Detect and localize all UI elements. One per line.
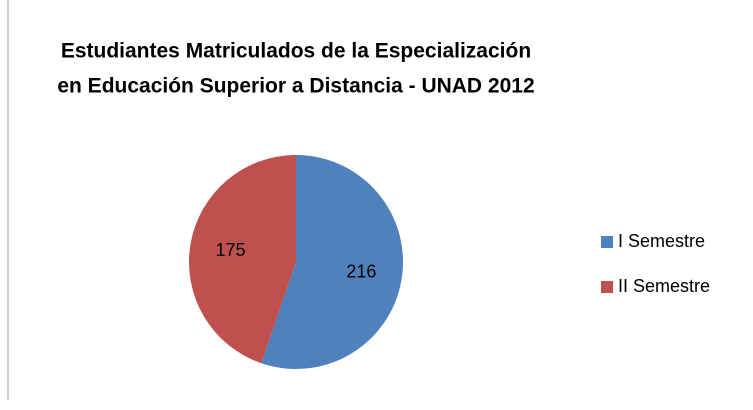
- chart-title: en Educación Superior a Distancia - UNAD…: [57, 75, 534, 98]
- legend-label: II Semestre: [618, 276, 710, 296]
- legend-swatch: [601, 281, 613, 293]
- data-label: 216: [346, 262, 376, 282]
- legend-swatch: [601, 236, 613, 248]
- legend-label: I Semestre: [618, 231, 705, 251]
- pie-slice: [261, 155, 404, 369]
- chart-title: Estudiantes Matriculados de la Especiali…: [61, 40, 531, 63]
- data-label: 175: [216, 240, 246, 260]
- pie-slice: [189, 154, 296, 364]
